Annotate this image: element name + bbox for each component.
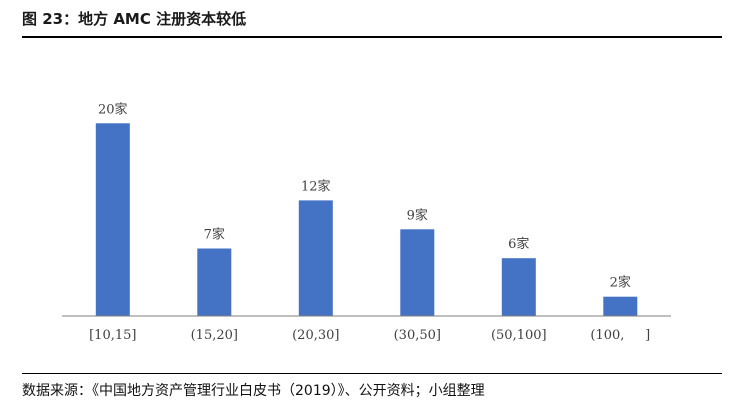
title-rule xyxy=(22,36,722,38)
x-tick-label-1: (15,20] xyxy=(191,328,238,343)
data-label-4: 6家 xyxy=(508,236,529,252)
bars-layer xyxy=(95,123,638,316)
x-tick-label-2: (20,30] xyxy=(292,328,339,343)
data-label-2: 12家 xyxy=(301,178,331,194)
bar-0 xyxy=(95,123,130,316)
data-label-5: 2家 xyxy=(610,275,631,291)
figure-title: 图 23：地方 AMC 注册资本较低 xyxy=(22,10,247,28)
x-tick-label-0: [10,15] xyxy=(89,328,136,343)
source-note: 数据来源：《中国地方资产管理行业白皮书（2019）》、公开资料；小组整理 xyxy=(22,383,485,399)
bar-4 xyxy=(501,258,536,316)
data-label-3: 9家 xyxy=(407,207,428,223)
x-tick-label-4: (50,100] xyxy=(491,328,547,343)
bar-1 xyxy=(197,248,232,316)
ticks-layer: [10,15] (15,20] (20,30] (30,50] (50,100] (100… xyxy=(89,328,650,343)
labels-layer: 20家 7家 12家 9家 6家 2家 xyxy=(98,101,631,290)
data-label-1: 7家 xyxy=(204,227,225,243)
x-tick-label-3: (30,50] xyxy=(394,328,441,343)
data-label-0: 20家 xyxy=(98,101,128,117)
bar-3 xyxy=(400,229,435,316)
x-tick-label-5: (100, ] xyxy=(590,328,650,343)
bar-5 xyxy=(603,296,638,316)
bar-2 xyxy=(298,200,333,316)
source-rule xyxy=(22,373,722,374)
